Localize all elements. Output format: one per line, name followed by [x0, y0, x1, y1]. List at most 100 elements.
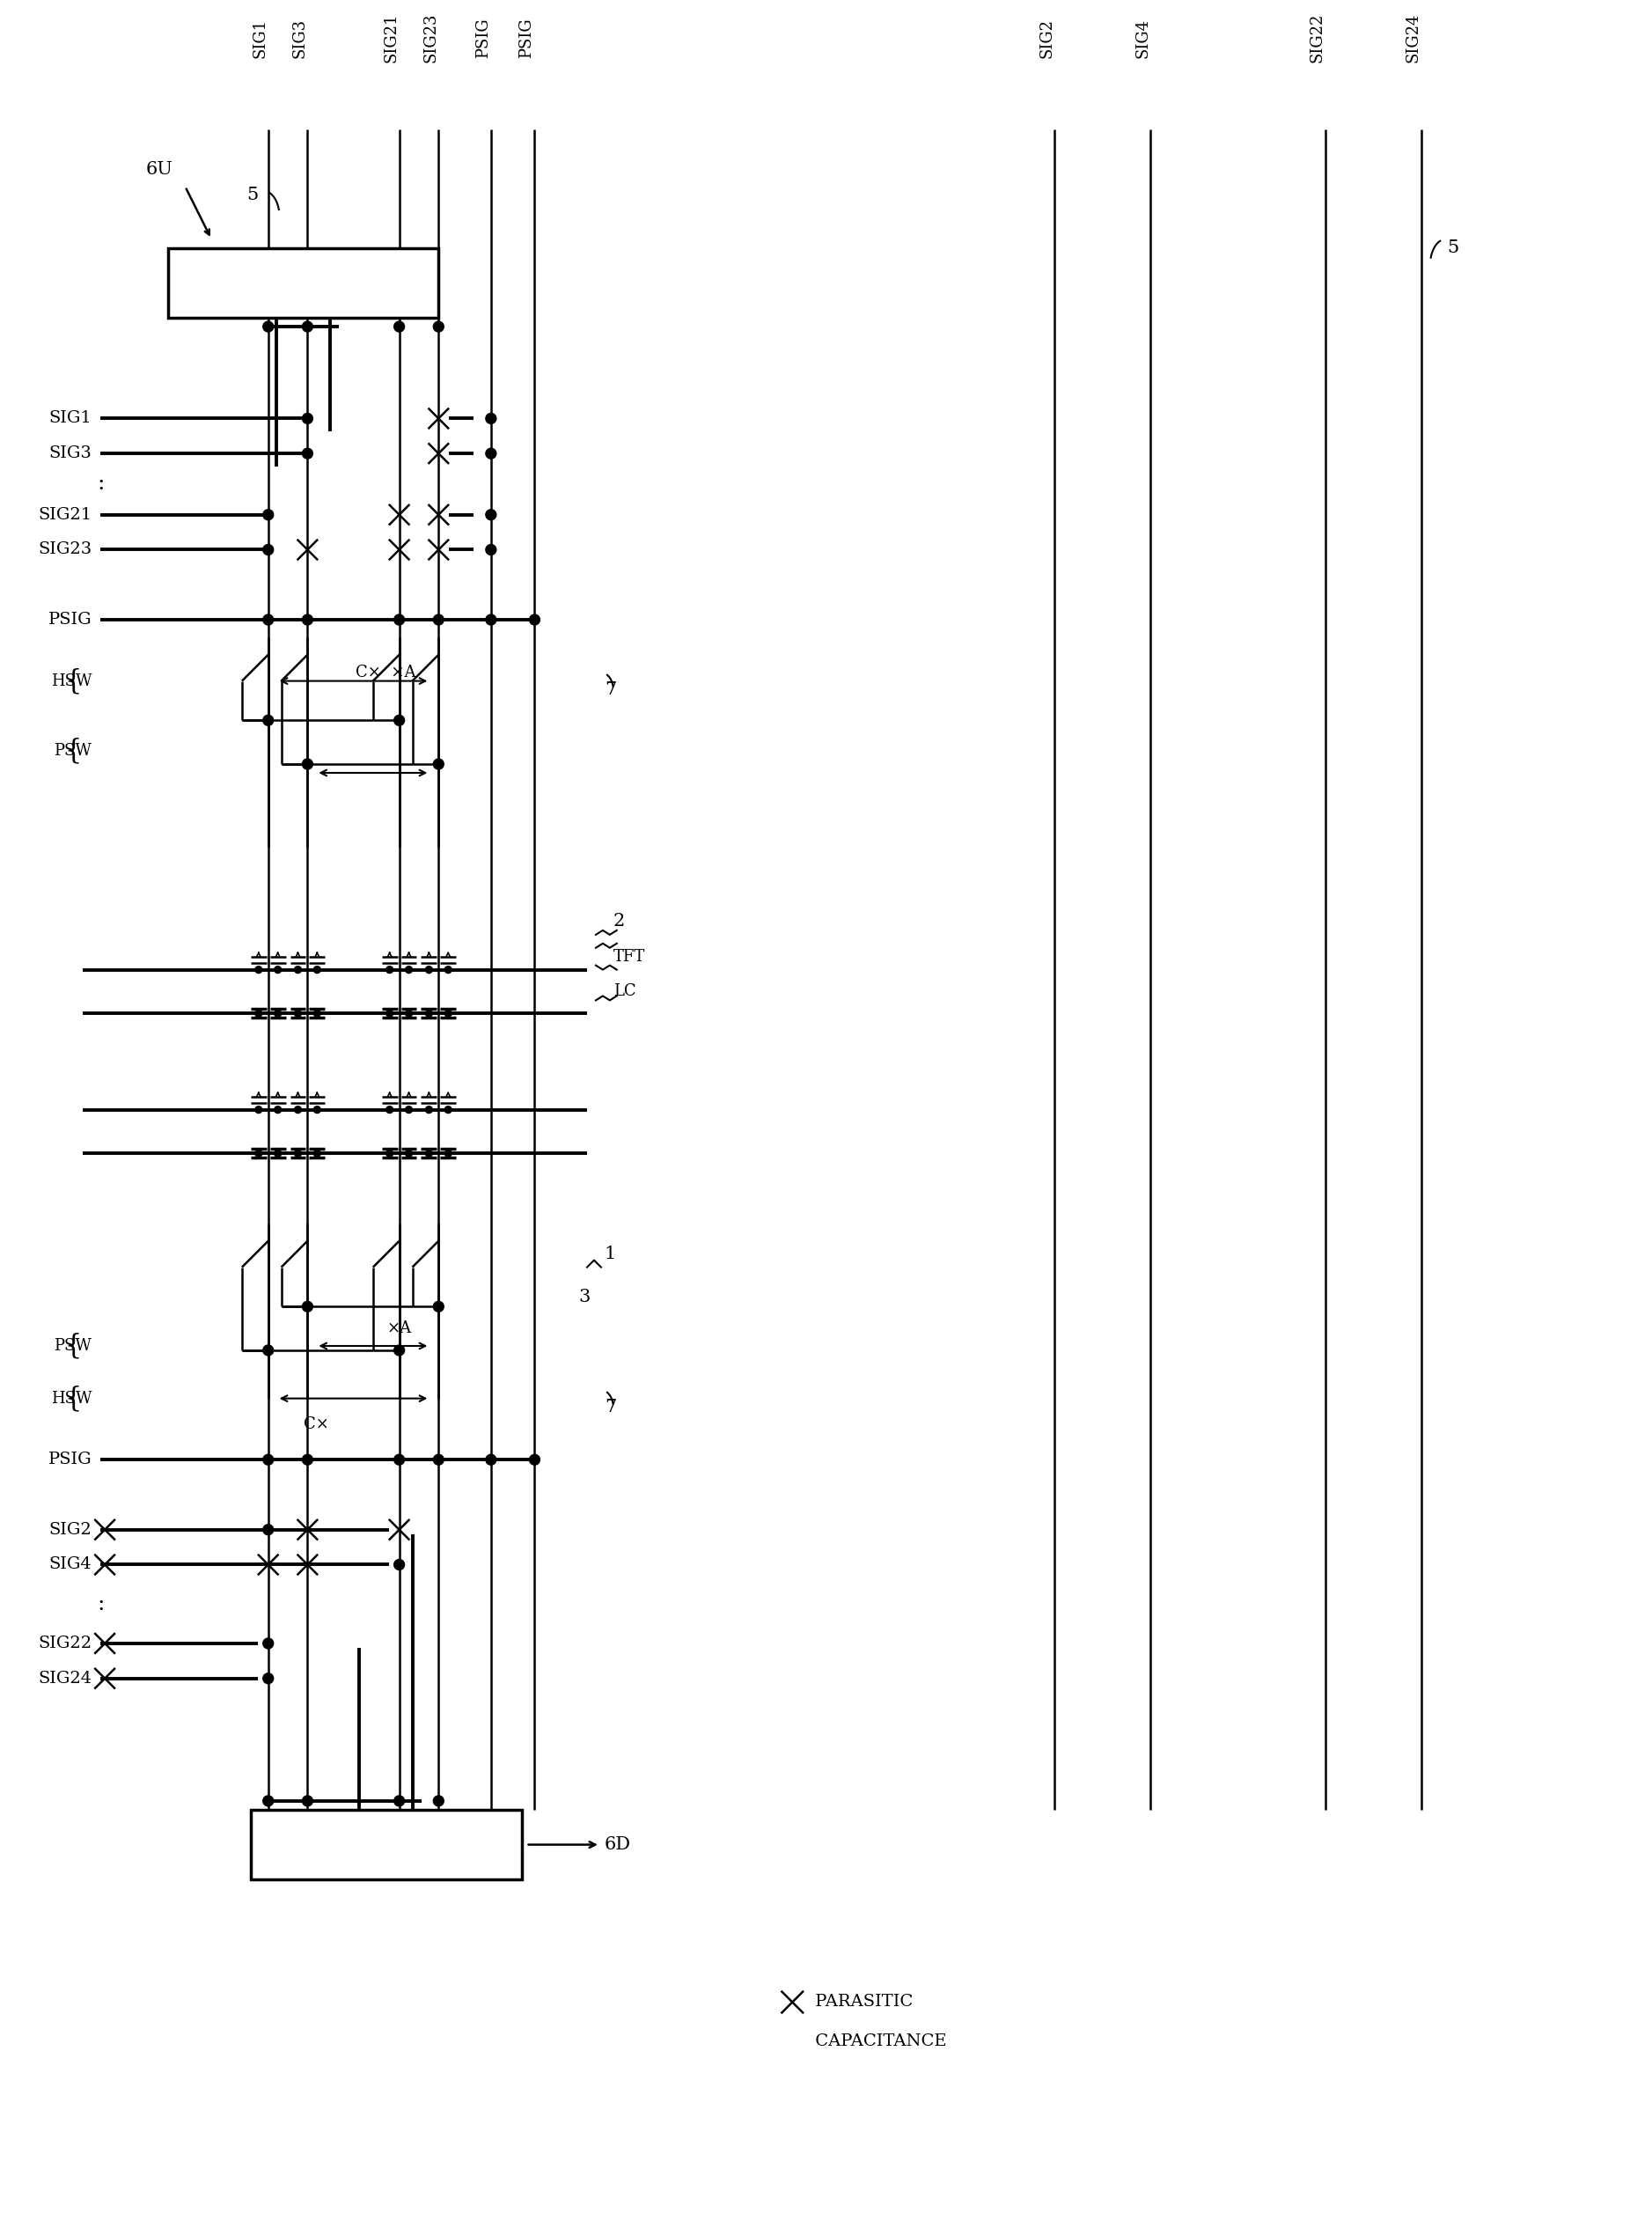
Text: 5: 5 [246, 186, 258, 204]
Bar [251, 1810, 522, 1879]
Text: :: : [97, 1593, 104, 1613]
Circle shape [433, 321, 444, 332]
Text: SIG21: SIG21 [38, 507, 93, 522]
Circle shape [263, 1454, 274, 1465]
Circle shape [393, 1454, 405, 1465]
Circle shape [393, 715, 405, 726]
Text: C×  ×A: C× ×A [355, 664, 416, 679]
Circle shape [486, 615, 496, 624]
Circle shape [486, 509, 496, 520]
Circle shape [405, 967, 413, 974]
Text: TFT: TFT [613, 949, 646, 965]
Circle shape [302, 449, 312, 458]
Text: PARASITIC: PARASITIC [809, 1994, 914, 2009]
Text: SIG23: SIG23 [423, 13, 438, 62]
Text: SIG24: SIG24 [1406, 13, 1421, 62]
Circle shape [263, 1673, 274, 1684]
Circle shape [254, 1106, 263, 1113]
Text: SIG1: SIG1 [50, 412, 93, 427]
Text: 7: 7 [605, 682, 616, 697]
Circle shape [433, 615, 444, 624]
Text: {: { [64, 737, 81, 766]
Text: 1: 1 [605, 1246, 616, 1261]
Circle shape [263, 1525, 274, 1536]
Circle shape [302, 615, 312, 624]
Circle shape [426, 1009, 433, 1018]
Circle shape [486, 414, 496, 423]
Circle shape [393, 1346, 405, 1357]
Circle shape [486, 449, 496, 458]
Circle shape [486, 544, 496, 555]
Text: SHIFT REGISTER: SHIFT REGISTER [206, 272, 400, 292]
Text: C×: C× [304, 1416, 329, 1432]
Circle shape [294, 1106, 301, 1113]
Text: {: { [64, 668, 81, 695]
Circle shape [263, 544, 274, 555]
Circle shape [263, 715, 274, 726]
Circle shape [274, 1009, 281, 1018]
Text: PSIG: PSIG [48, 1452, 93, 1467]
Text: 6U: 6U [145, 162, 172, 177]
Circle shape [302, 1454, 312, 1465]
Text: CAPACITANCE: CAPACITANCE [809, 2034, 947, 2049]
Text: SIG22: SIG22 [38, 1635, 93, 1651]
Circle shape [486, 1454, 496, 1465]
Bar [169, 248, 438, 319]
Circle shape [294, 967, 301, 974]
Circle shape [254, 967, 263, 974]
Text: ×A: ×A [387, 1321, 411, 1337]
Circle shape [426, 967, 433, 974]
Circle shape [529, 615, 540, 624]
Text: HSW: HSW [51, 673, 93, 688]
Circle shape [444, 1151, 451, 1157]
Circle shape [393, 1795, 405, 1806]
Text: SIG24: SIG24 [38, 1671, 93, 1686]
Circle shape [302, 1795, 312, 1806]
Circle shape [393, 321, 405, 332]
Text: SIG1: SIG1 [253, 18, 268, 58]
Circle shape [302, 414, 312, 423]
Text: HSW: HSW [51, 1390, 93, 1405]
Text: SIG2: SIG2 [50, 1523, 93, 1538]
Text: PSW: PSW [55, 744, 93, 759]
Circle shape [254, 1009, 263, 1018]
Text: SIG23: SIG23 [38, 542, 93, 558]
Circle shape [387, 1151, 393, 1157]
Circle shape [263, 321, 274, 332]
Circle shape [433, 759, 444, 770]
Circle shape [314, 1009, 320, 1018]
Text: 7: 7 [605, 1399, 616, 1414]
Circle shape [263, 615, 274, 624]
Circle shape [426, 1151, 433, 1157]
Circle shape [263, 1795, 274, 1806]
Circle shape [387, 967, 393, 974]
Circle shape [433, 1454, 444, 1465]
Circle shape [302, 759, 312, 770]
Text: 5: 5 [1447, 239, 1459, 257]
Circle shape [405, 1151, 413, 1157]
Circle shape [405, 1009, 413, 1018]
Circle shape [314, 1151, 320, 1157]
Circle shape [274, 967, 281, 974]
Circle shape [387, 1106, 393, 1113]
Text: {: { [64, 1332, 81, 1359]
Text: PSIG: PSIG [476, 18, 491, 58]
Text: SHIFT REGISTER: SHIFT REGISTER [289, 1835, 482, 1854]
Text: PSIG: PSIG [519, 18, 535, 58]
Circle shape [393, 1560, 405, 1569]
Circle shape [426, 1106, 433, 1113]
Circle shape [263, 509, 274, 520]
Circle shape [433, 1301, 444, 1312]
Text: SIG4: SIG4 [50, 1556, 93, 1573]
Circle shape [433, 1795, 444, 1806]
Text: PSIG: PSIG [48, 611, 93, 628]
Text: SIG21: SIG21 [383, 13, 400, 62]
Text: PSW: PSW [55, 1339, 93, 1354]
Text: SIG4: SIG4 [1135, 18, 1150, 58]
Circle shape [274, 1106, 281, 1113]
Text: SIG3: SIG3 [292, 18, 307, 58]
Circle shape [444, 1106, 451, 1113]
Circle shape [302, 321, 312, 332]
Circle shape [254, 1151, 263, 1157]
Circle shape [314, 1106, 320, 1113]
